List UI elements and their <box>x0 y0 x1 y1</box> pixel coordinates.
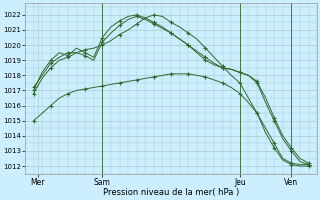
X-axis label: Pression niveau de la mer( hPa ): Pression niveau de la mer( hPa ) <box>103 188 239 197</box>
